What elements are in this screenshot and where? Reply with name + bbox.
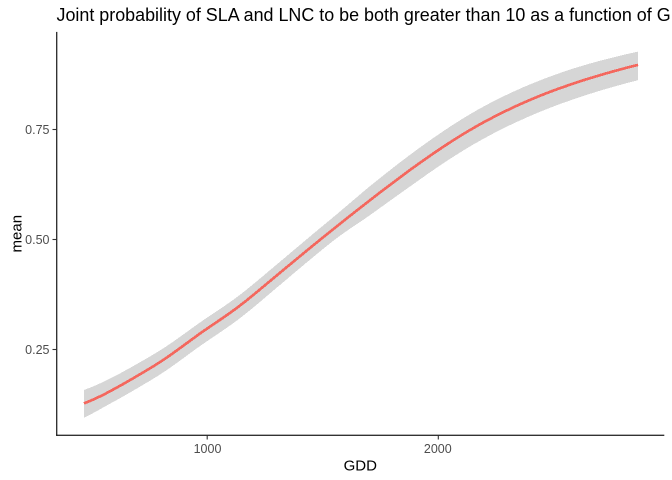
svg-text:0.50: 0.50: [25, 233, 49, 247]
svg-text:0.75: 0.75: [25, 123, 49, 137]
svg-text:1000: 1000: [194, 442, 222, 456]
svg-text:Joint probability of SLA and L: Joint probability of SLA and LNC to be b…: [57, 5, 672, 25]
svg-text:2000: 2000: [424, 442, 452, 456]
svg-text:0.25: 0.25: [25, 343, 49, 357]
svg-text:mean: mean: [8, 215, 25, 253]
svg-text:GDD: GDD: [344, 457, 378, 474]
